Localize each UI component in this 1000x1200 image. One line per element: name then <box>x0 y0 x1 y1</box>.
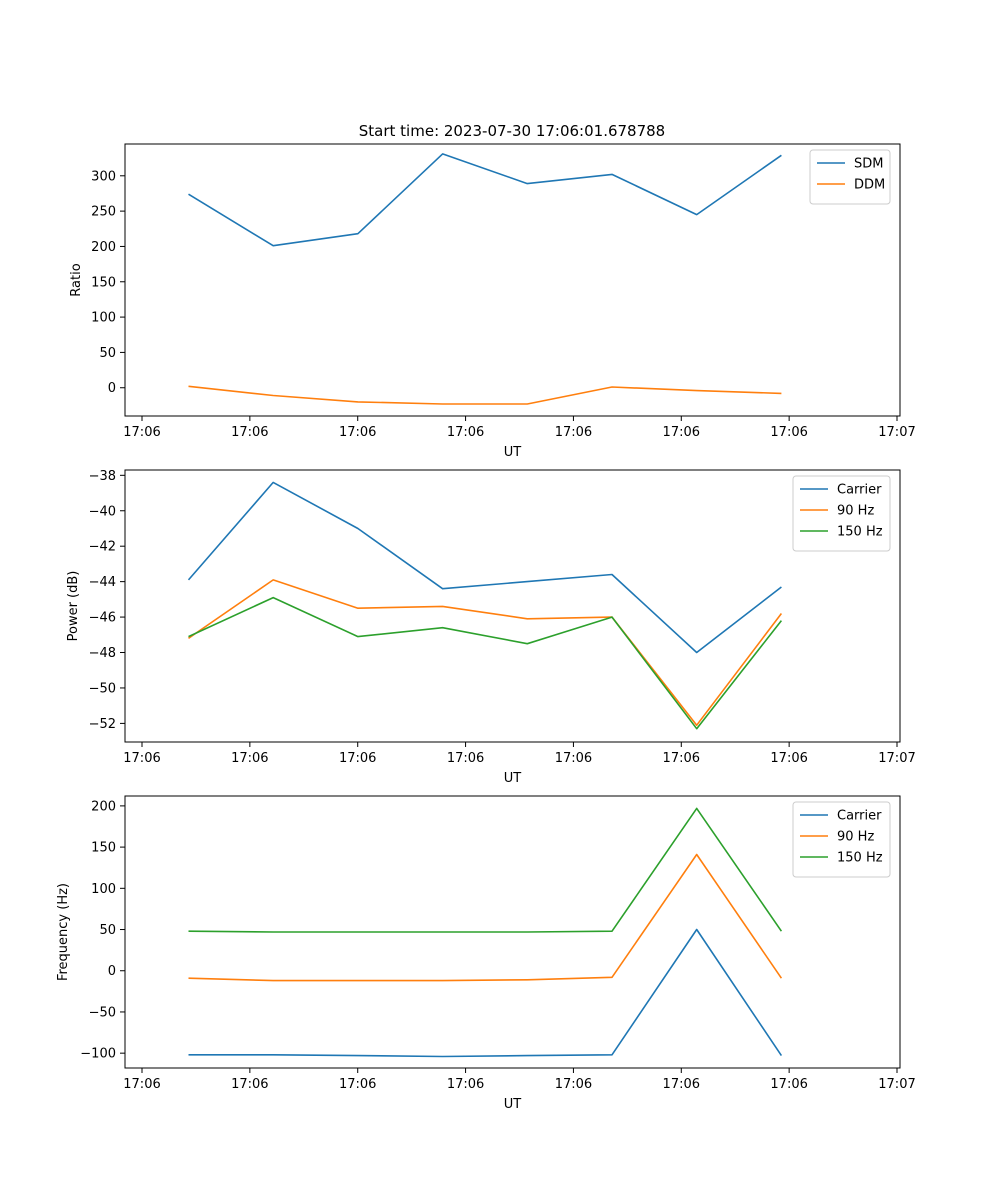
legend-label: 150 Hz <box>837 851 883 866</box>
chart-panel-1: 17:06 17:06 17:06 17:06 17:06 17:06 17:06 17:07… <box>69 143 916 460</box>
x-axis: 17:06 17:06 17:06 17:06 17:06 17:06 17:06 17:07… <box>123 742 916 786</box>
x-tick-label: 17:06 <box>339 751 376 766</box>
y-tick-label: −40 <box>89 504 116 519</box>
y-axis-label: Ratio <box>69 263 84 296</box>
series-line-carrier <box>187 481 782 654</box>
y-tick-label: 100 <box>91 882 116 897</box>
x-tick-label: 17:07 <box>878 1077 915 1092</box>
legend-label: DDM <box>854 178 885 193</box>
chart-panel-3: 17:06 17:06 17:06 17:06 17:06 17:06 17:06 17:07… <box>56 795 916 1112</box>
y-tick-label: −52 <box>89 717 116 732</box>
y-tick-label: 0 <box>108 381 116 396</box>
x-tick-label: 17:06 <box>231 425 268 440</box>
y-axis-label: Power (dB) <box>66 571 81 642</box>
y-tick-label: −48 <box>89 646 116 661</box>
x-axis: 17:06 17:06 17:06 17:06 17:06 17:06 17:06 17:07… <box>123 1068 916 1112</box>
y-tick-label: 50 <box>99 346 116 361</box>
y-tick-label: −50 <box>89 681 116 696</box>
y-axis: −100 −50 0 50 100 150 200 Frequency (Hz) <box>56 799 125 1062</box>
x-tick-label: 17:06 <box>447 425 484 440</box>
figure-title: Start time: 2023-07-30 17:06:01.678788 <box>359 122 665 140</box>
series-line-sdm <box>188 153 782 247</box>
axes-frame <box>124 469 901 743</box>
x-axis-label: UT <box>504 1097 522 1112</box>
x-tick-label: 17:06 <box>123 425 160 440</box>
series-line-150-hz <box>188 807 783 933</box>
chart-panel-2: 17:06 17:06 17:06 17:06 17:06 17:06 17:06 17:07… <box>66 469 916 786</box>
x-tick-label: 17:06 <box>770 1077 807 1092</box>
legend-label: 90 Hz <box>837 830 874 845</box>
x-tick-label: 17:06 <box>123 1077 160 1092</box>
x-tick-label: 17:06 <box>555 425 592 440</box>
y-tick-label: −46 <box>89 611 116 626</box>
legend-label: 90 Hz <box>837 504 874 519</box>
legend: SDM DDM <box>809 149 891 205</box>
y-axis: 0 50 100 150 200 250 300 Ratio <box>69 169 125 396</box>
x-tick-label: 17:06 <box>663 1077 700 1092</box>
x-tick-label: 17:06 <box>663 425 700 440</box>
legend-label: SDM <box>854 157 883 172</box>
y-axis: −52 −50 −48 −46 −44 −42 −40 −38 Power (dB) <box>66 469 125 732</box>
y-tick-label: 50 <box>99 923 116 938</box>
legend: Carrier 90 Hz 150 Hz <box>792 475 891 552</box>
series-line-90-hz <box>188 579 783 727</box>
y-tick-label: 100 <box>91 311 116 326</box>
x-tick-label: 17:06 <box>231 1077 268 1092</box>
y-tick-label: −100 <box>80 1047 116 1062</box>
x-tick-label: 17:06 <box>123 751 160 766</box>
axes-frame <box>124 795 901 1069</box>
y-tick-label: 150 <box>91 275 116 290</box>
series-lines <box>188 807 783 1058</box>
x-axis-label: UT <box>504 445 522 460</box>
x-tick-label: 17:06 <box>339 425 376 440</box>
x-tick-label: 17:06 <box>447 1077 484 1092</box>
series-line-150-hz <box>188 596 783 730</box>
x-axis: 17:06 17:06 17:06 17:06 17:06 17:06 17:06 17:07… <box>123 416 916 460</box>
y-tick-label: 300 <box>91 169 116 184</box>
y-tick-label: −38 <box>89 469 116 484</box>
x-tick-label: 17:06 <box>770 425 807 440</box>
y-tick-label: 150 <box>91 841 116 856</box>
series-lines <box>187 481 783 730</box>
series-line-ddm <box>188 385 782 405</box>
legend-label: 150 Hz <box>837 525 883 540</box>
x-tick-label: 17:06 <box>231 751 268 766</box>
series-line-carrier <box>188 928 783 1058</box>
y-tick-label: 0 <box>108 964 116 979</box>
axes-frame <box>124 143 901 417</box>
x-tick-label: 17:06 <box>770 751 807 766</box>
x-tick-label: 17:07 <box>878 751 915 766</box>
y-tick-label: 250 <box>91 205 116 220</box>
legend-label: Carrier <box>837 809 882 824</box>
x-tick-label: 17:06 <box>555 1077 592 1092</box>
x-tick-label: 17:06 <box>555 751 592 766</box>
x-axis-label: UT <box>504 771 522 786</box>
y-tick-label: 200 <box>91 240 116 255</box>
series-line-90-hz <box>188 853 783 982</box>
legend-label: Carrier <box>837 483 882 498</box>
series-lines <box>188 153 782 405</box>
y-tick-label: −42 <box>89 540 116 555</box>
y-tick-label: −44 <box>89 575 116 590</box>
legend-box <box>792 475 891 552</box>
legend-box <box>792 801 891 878</box>
y-tick-label: 200 <box>91 799 116 814</box>
panels: 17:06 17:06 17:06 17:06 17:06 17:06 17:06 17:07… <box>56 143 916 1112</box>
x-tick-label: 17:06 <box>447 751 484 766</box>
x-tick-label: 17:07 <box>878 425 915 440</box>
legend: Carrier 90 Hz 150 Hz <box>792 801 891 878</box>
x-tick-label: 17:06 <box>663 751 700 766</box>
x-tick-label: 17:06 <box>339 1077 376 1092</box>
y-axis-label: Frequency (Hz) <box>56 883 71 981</box>
y-tick-label: −50 <box>89 1005 116 1020</box>
